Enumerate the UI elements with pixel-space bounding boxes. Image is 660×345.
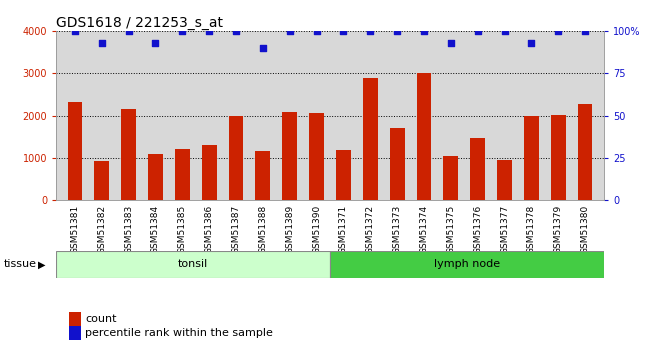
Text: tonsil: tonsil: [178, 259, 208, 269]
Bar: [121, 109, 136, 200]
Bar: [524, 116, 539, 200]
Point: [177, 28, 187, 34]
Text: count: count: [85, 314, 117, 324]
Point: [69, 28, 80, 34]
Bar: [175, 149, 189, 200]
Point: [365, 28, 376, 34]
Point: [553, 28, 564, 34]
Point: [257, 45, 268, 51]
Bar: [551, 115, 566, 200]
Point: [392, 28, 403, 34]
Point: [446, 40, 456, 46]
Text: tissue: tissue: [3, 259, 36, 269]
Point: [499, 28, 510, 34]
Bar: [228, 116, 244, 200]
Point: [96, 40, 107, 46]
Bar: [497, 159, 512, 200]
Bar: [309, 114, 324, 200]
Bar: [330, 251, 604, 278]
Point: [312, 28, 322, 34]
Text: ▶: ▶: [38, 259, 46, 269]
Bar: [444, 156, 458, 200]
Bar: [336, 150, 351, 200]
Bar: [148, 154, 163, 200]
Bar: [56, 251, 330, 278]
Text: GDS1618 / 221253_s_at: GDS1618 / 221253_s_at: [56, 16, 223, 30]
Point: [231, 28, 242, 34]
Bar: [282, 112, 297, 200]
Point: [338, 28, 348, 34]
Point: [150, 40, 161, 46]
Point: [204, 28, 214, 34]
Bar: [255, 151, 270, 200]
Point: [418, 28, 429, 34]
Bar: [390, 128, 405, 200]
Bar: [471, 138, 485, 200]
Bar: [202, 145, 216, 200]
Point: [526, 40, 537, 46]
Point: [473, 28, 483, 34]
Text: percentile rank within the sample: percentile rank within the sample: [85, 328, 273, 338]
Bar: [578, 104, 593, 200]
Point: [580, 28, 591, 34]
Bar: [363, 78, 378, 200]
Bar: [67, 102, 82, 200]
Point: [284, 28, 295, 34]
Bar: [416, 73, 432, 200]
Bar: [94, 161, 109, 200]
Point: [123, 28, 134, 34]
Text: lymph node: lymph node: [434, 259, 500, 269]
